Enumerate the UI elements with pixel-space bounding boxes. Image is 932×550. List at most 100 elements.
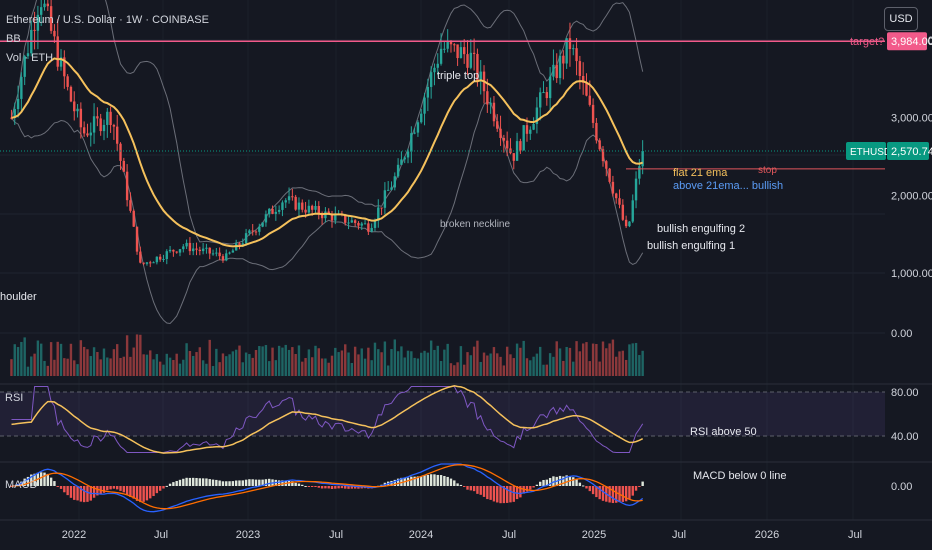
macd-histogram-bar (49, 477, 53, 486)
bb-upper (11, 0, 644, 245)
macd-histogram-bar (492, 486, 496, 502)
macd-histogram-bar (109, 486, 112, 490)
volume-bar (106, 357, 109, 376)
volume-bar (443, 349, 446, 376)
candle (539, 92, 542, 108)
volume-indicator-label[interactable]: Vol · ETH (6, 52, 54, 64)
candle (69, 86, 73, 102)
macd-histogram-bar (433, 474, 436, 486)
candle (641, 151, 644, 167)
macd-label: MACD (5, 479, 37, 491)
candle (572, 48, 575, 50)
volume-bar (205, 363, 208, 376)
candle (406, 151, 410, 158)
volume-bar (73, 360, 76, 376)
volume-bar (76, 364, 79, 376)
macd-histogram-bar (638, 486, 641, 487)
macd-histogram-bar (215, 479, 218, 486)
macd-histogram-bar (423, 475, 426, 486)
macd-histogram-bar (350, 486, 354, 489)
candle (492, 102, 496, 122)
candle (165, 251, 168, 260)
candle (231, 250, 235, 253)
current-price-badge (887, 142, 929, 161)
macd-histogram-bar (56, 486, 59, 487)
candle (86, 133, 89, 136)
time-tick-label: Jul (502, 529, 516, 541)
volume-bar (423, 350, 426, 376)
candle (548, 76, 552, 99)
candle (63, 57, 66, 77)
macd-histogram-bar (641, 481, 644, 486)
macd-histogram-bar (393, 479, 397, 486)
volume-bar (215, 348, 218, 376)
volume-bar (99, 359, 102, 376)
macd-histogram-bar (410, 476, 413, 486)
macd-histogram-bar (168, 483, 172, 486)
target-label: target? (850, 36, 884, 48)
candle (46, 3, 50, 7)
macd-histogram-bar (624, 486, 628, 502)
macd-histogram-bar (231, 481, 235, 486)
candle (264, 214, 268, 223)
macd-histogram-bar (416, 476, 420, 486)
candle (377, 207, 380, 221)
volume-bar (611, 339, 615, 376)
macd-histogram-bar (135, 486, 139, 501)
volume-bar (297, 345, 301, 376)
candle (92, 116, 96, 133)
volume-bar (182, 359, 185, 376)
macd-histogram-bar (591, 486, 595, 495)
macd-histogram-bar (125, 486, 129, 496)
macd-histogram-bar (476, 486, 479, 494)
macd-histogram-bar (307, 486, 311, 487)
volume-bar (208, 339, 211, 376)
volume-bar (327, 362, 330, 376)
macd-histogram-bar (581, 485, 585, 487)
bb-lower (11, 101, 644, 325)
candle (201, 248, 205, 252)
volume-bar (53, 359, 56, 376)
candle (106, 111, 109, 125)
macd-histogram-bar (406, 477, 410, 486)
candle (291, 196, 294, 198)
candle (261, 222, 264, 227)
candle (562, 55, 565, 64)
candle (615, 193, 618, 199)
candle (360, 223, 363, 226)
macd-histogram-bar (268, 478, 271, 486)
candle (182, 246, 185, 250)
volume-bar (254, 350, 258, 376)
macd-histogram-bar (119, 486, 122, 491)
macd-histogram-bar (572, 477, 575, 486)
volume-bar (198, 347, 202, 376)
candle (314, 205, 317, 210)
macd-histogram-bar (615, 486, 618, 503)
candle (598, 140, 601, 150)
time-tick-label: Jul (329, 529, 343, 541)
volume-bar (360, 348, 363, 376)
macd-histogram-bar (132, 486, 135, 499)
bb-indicator-label[interactable]: BB (6, 33, 21, 45)
candle (221, 256, 225, 261)
macd-histogram-bar (139, 486, 142, 503)
rsi-tick-low: 40.00 (891, 431, 919, 443)
macd-histogram-bar (631, 486, 634, 496)
candle (621, 204, 625, 220)
candle (16, 98, 20, 110)
macd-histogram-bar (499, 486, 502, 504)
candle (225, 253, 228, 261)
volume-bar (565, 346, 568, 376)
currency-button[interactable]: USD (884, 7, 918, 31)
candle (20, 76, 23, 99)
macd-line (11, 463, 644, 513)
volume-bar (621, 350, 625, 376)
macd-histogram-bar (234, 480, 238, 486)
macd-histogram-bar (337, 486, 340, 489)
candle (188, 242, 192, 252)
volume-bar (509, 354, 512, 376)
volume-bar (79, 340, 83, 376)
volume-bar (178, 363, 182, 376)
candle (466, 54, 469, 68)
macd-histogram-bar (258, 479, 261, 486)
